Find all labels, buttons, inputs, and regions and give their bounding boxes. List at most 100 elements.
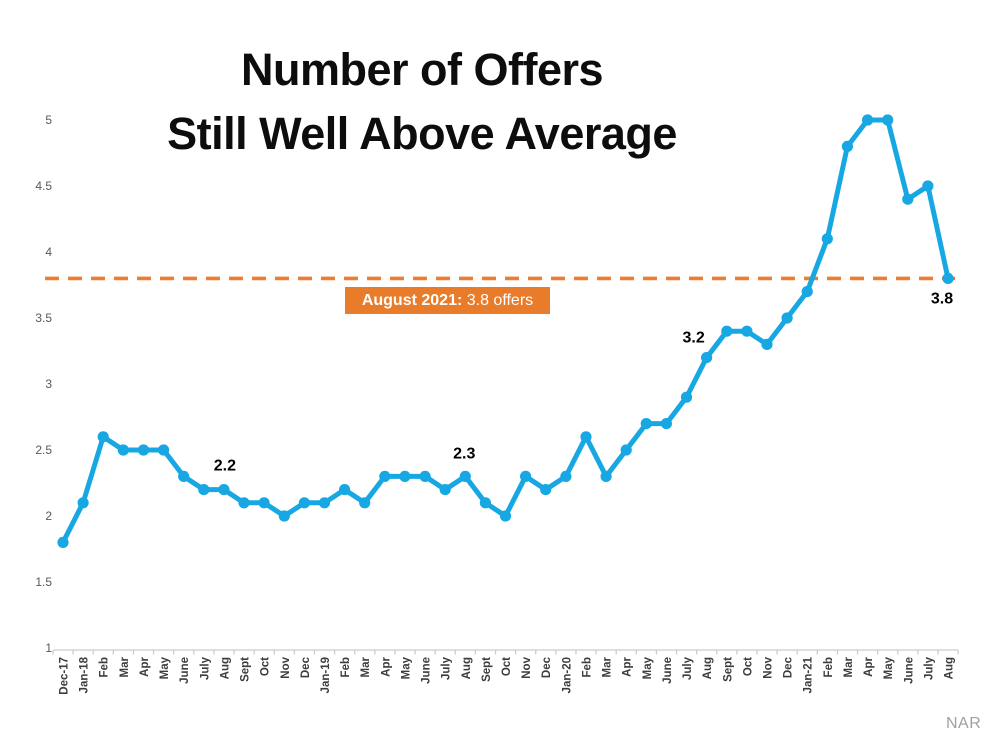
data-point-marker <box>439 484 451 496</box>
data-point-marker <box>701 352 713 364</box>
y-axis-label: 3 <box>45 377 52 391</box>
x-axis-label: Dec <box>300 656 312 678</box>
data-point-marker <box>339 484 351 496</box>
x-axis-label: Jan-18 <box>79 656 91 693</box>
x-axis-label: Mar <box>602 656 614 677</box>
x-axis-label: Nov <box>280 656 292 678</box>
x-axis-label: Apr <box>139 656 151 676</box>
data-point-marker <box>399 470 411 482</box>
x-axis-label: June <box>662 657 674 684</box>
x-axis-label: Feb <box>340 657 352 677</box>
data-point-marker <box>137 444 150 456</box>
data-point-marker <box>922 180 934 192</box>
callout-bold-text: August 2021: <box>361 291 463 309</box>
data-point-marker <box>97 431 109 443</box>
data-point-marker <box>238 497 250 509</box>
x-axis-label: Jan-21 <box>803 656 815 693</box>
data-point-marker <box>660 418 673 430</box>
data-point-marker <box>640 418 652 430</box>
chart-title-line1: Number of Offers <box>240 44 604 95</box>
x-axis-label: Nov <box>762 656 774 678</box>
y-axis-label: 2.5 <box>35 443 52 457</box>
y-axis-label: 3.5 <box>35 311 52 325</box>
x-axis-label: Oct <box>742 657 754 676</box>
x-axis-label: May <box>159 656 171 679</box>
data-point-marker <box>218 484 230 496</box>
data-point-marker <box>57 536 69 549</box>
x-axis-label: Dec <box>541 656 553 678</box>
x-axis-label: June <box>179 657 191 684</box>
x-axis-label: Sept <box>240 657 252 682</box>
x-axis-label: Mar <box>119 656 131 677</box>
x-axis-label: Aug <box>702 657 714 679</box>
data-point-marker <box>862 114 874 126</box>
x-axis-label: Aug <box>461 657 473 679</box>
x-axis-label: Jan-19 <box>320 657 332 693</box>
data-point-marker <box>499 510 512 522</box>
y-axis-label: 2 <box>45 509 52 523</box>
x-axis-label: Mar <box>843 656 855 677</box>
data-point-marker <box>580 431 592 443</box>
y-axis-label: 1 <box>45 641 52 655</box>
x-axis-label: Apr <box>380 656 392 676</box>
source-label: NAR <box>946 715 982 732</box>
x-axis-label: July <box>682 656 694 680</box>
data-point-marker <box>600 470 612 482</box>
data-point-marker <box>781 312 793 324</box>
data-point-marker <box>560 470 572 482</box>
data-point-marker <box>540 484 552 496</box>
x-axis-label: Dec-17 <box>59 657 71 695</box>
x-axis-label: Mar <box>360 656 372 677</box>
x-axis-label: July <box>923 656 935 680</box>
y-axis-label: 1.5 <box>35 575 52 589</box>
data-point-marker <box>761 338 773 350</box>
data-point-marker <box>841 140 854 152</box>
x-axis-label: Feb <box>581 657 593 677</box>
x-axis-label: Aug <box>944 657 956 679</box>
y-axis-label: 4 <box>45 245 52 259</box>
x-axis-label: July <box>199 656 211 680</box>
x-axis-label: Apr <box>863 656 875 676</box>
data-point-marker <box>419 470 431 482</box>
data-point-marker <box>278 510 290 522</box>
y-axis-label: 4.5 <box>35 179 52 193</box>
x-axis-label: Apr <box>622 656 634 676</box>
callout-regular-text: 3.8 offers <box>462 291 534 309</box>
data-point-marker <box>77 497 89 509</box>
data-point-marker <box>318 497 331 509</box>
data-point-marker <box>158 444 170 456</box>
callout-august-2021: August 2021: 3.8 offers <box>345 287 550 314</box>
x-axis-label: May <box>642 656 654 679</box>
data-point-marker <box>741 325 753 337</box>
data-point-marker <box>178 470 190 482</box>
data-point-marker <box>801 286 813 298</box>
x-axis-label: July <box>441 656 453 680</box>
data-point-marker <box>942 272 954 284</box>
data-point-marker <box>821 233 833 245</box>
x-axis-label: Feb <box>99 657 111 677</box>
x-axis-label: Oct <box>260 657 272 676</box>
x-axis-label: Sept <box>722 657 734 682</box>
data-point-marker <box>359 497 371 509</box>
data-point-marker <box>620 444 632 456</box>
data-point-marker <box>902 193 914 205</box>
data-point-marker <box>117 444 129 456</box>
x-axis-label: May <box>883 656 895 679</box>
x-axis-label: May <box>400 656 412 679</box>
x-axis-label: Dec <box>783 656 795 678</box>
x-axis-label: Feb <box>823 657 835 677</box>
data-point-marker <box>459 470 471 482</box>
data-point-label: 3.8 <box>931 290 953 307</box>
data-point-marker <box>198 484 210 496</box>
chart-title: Number of Offers Still Well Above Averag… <box>72 38 772 166</box>
data-point-marker <box>379 470 391 482</box>
data-point-marker <box>520 470 532 482</box>
data-point-label: 3.2 <box>683 330 705 347</box>
x-axis-label: June <box>903 657 915 684</box>
data-point-label: 2.2 <box>214 458 236 475</box>
x-axis-label: Sept <box>481 657 493 682</box>
chart-title-line2: Still Well Above Average <box>167 108 677 159</box>
x-axis-label: June <box>421 657 433 684</box>
data-point-label: 2.3 <box>453 445 475 462</box>
